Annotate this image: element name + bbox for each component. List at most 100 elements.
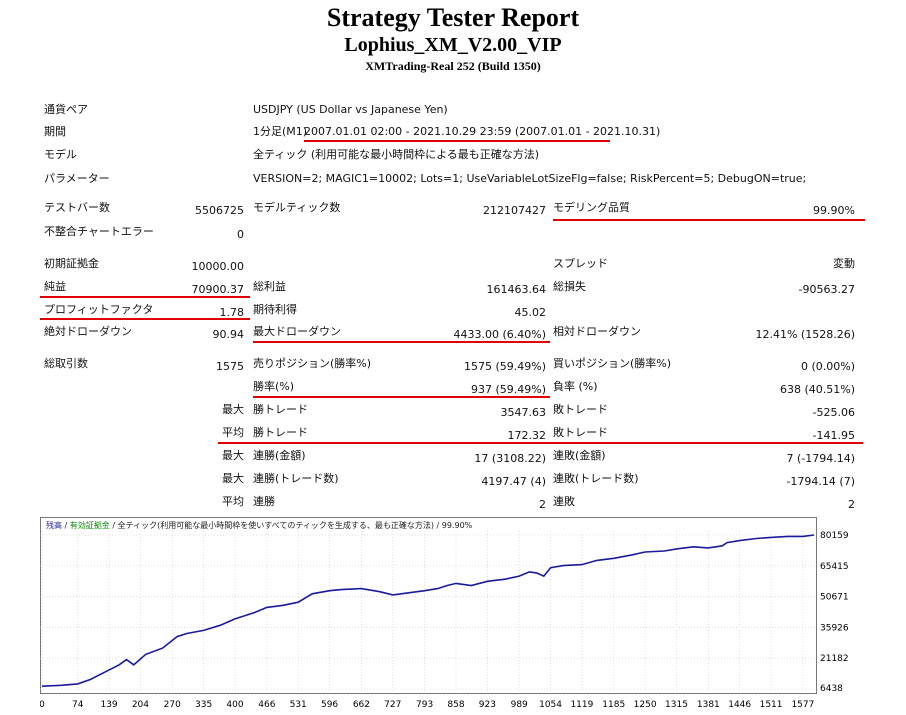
grossprofit-value: 161463.64 — [486, 283, 547, 296]
pf-value: 1.78 — [219, 306, 245, 319]
chart-legend: 残高 / 有効証拠金 / 全ティック(利用可能な最小時間枠を使いすべてのティック… — [46, 520, 473, 530]
bars-label: テストバー数 — [44, 201, 110, 214]
avg-cons-wins-value: 2 — [539, 498, 546, 511]
cons-loss-label: 連敗(トレード数) — [553, 472, 639, 485]
absdd-label: 絶対ドローダウン — [44, 325, 132, 338]
highlight-netprofit — [40, 296, 250, 298]
mismatch-value: 0 — [237, 228, 244, 241]
lossrate-value: 638 (40.51%) — [779, 383, 855, 396]
largest-loss-value: -525.06 — [812, 406, 855, 419]
max-label-3: 最大 — [222, 472, 244, 485]
maxdd-label: 最大ドローダウン — [253, 325, 341, 338]
maxdd-value: 4433.00 (6.40%) — [453, 328, 546, 341]
y-tick-label: 80159 — [820, 531, 849, 541]
pair-value: USDJPY (US Dollar vs Japanese Yen) — [253, 103, 448, 116]
trades-value: 1575 — [216, 360, 244, 373]
cons-profit-value: 4197.47 (4) — [481, 475, 546, 488]
x-tick-label: 1577 — [791, 700, 814, 710]
x-tick-label: 400 — [226, 700, 243, 710]
y-tick-label: 21182 — [820, 654, 849, 664]
legend-equity: 有効証拠金 — [70, 520, 110, 530]
deposit-label: 初期証拠金 — [44, 257, 99, 270]
x-tick-label: 1250 — [634, 700, 657, 710]
period-value: 2007.01.01 02:00 - 2021.10.29 23:59 (200… — [304, 125, 661, 138]
x-tick-label: 74 — [72, 700, 84, 710]
model-value: 全ティック (利用可能な最小時間枠による最も正確な方法) — [253, 148, 540, 161]
ticks-value: 212107427 — [483, 204, 546, 217]
max-label-1: 最大 — [222, 403, 244, 416]
cons-wins-value: 17 (3108.22) — [474, 452, 546, 465]
x-tick-label: 662 — [353, 700, 370, 710]
x-tick-label: 531 — [290, 700, 307, 710]
avg-label-2: 平均 — [222, 495, 244, 508]
cons-losses-value: 7 (-1794.14) — [786, 452, 855, 465]
avg-cons-losses-label: 連敗 — [553, 495, 575, 508]
x-tick-label: 1446 — [728, 700, 751, 710]
avg-loss-value: -141.95 — [812, 429, 855, 442]
legend-sep-3: / — [434, 521, 442, 530]
netprofit-value: 70900.37 — [191, 283, 245, 296]
x-tick-label: 1054 — [539, 700, 562, 710]
highlight-winrate — [253, 396, 550, 398]
x-tick-label: 596 — [321, 700, 338, 710]
legend-sep-1: / — [62, 521, 70, 530]
quality-label: モデリング品質 — [553, 201, 630, 214]
y-tick-label: 35926 — [820, 623, 849, 633]
balance-line — [41, 534, 815, 687]
pair-label: 通貨ペア — [44, 103, 88, 116]
avg-label-1: 平均 — [222, 426, 244, 439]
legend-model: 全ティック(利用可能な最小時間枠を使いすべてのティックを生成する、最も正確な方法… — [118, 520, 434, 530]
short-label: 売りポジション(勝率%) — [253, 357, 372, 370]
period-label: 期間 — [44, 125, 66, 138]
netprofit-label: 純益 — [44, 280, 66, 293]
max-label-2: 最大 — [222, 449, 244, 462]
x-tick-label: 270 — [164, 700, 181, 710]
x-tick-label: 1315 — [665, 700, 688, 710]
period-prefix: 1分足(M1) — [253, 125, 308, 138]
payoff-value: 45.02 — [514, 306, 547, 319]
highlight-maxdd — [253, 341, 550, 343]
x-tick-label: 923 — [479, 700, 496, 710]
reldd-value: 12.41% (1528.26) — [755, 328, 855, 341]
long-label: 買いポジション(勝率%) — [553, 357, 672, 370]
lossrate-label: 負率 (%) — [553, 380, 598, 393]
avg-cons-wins-label: 連勝 — [253, 495, 275, 508]
params-value: VERSION=2; MAGIC1=10002; Lots=1; UseVari… — [253, 172, 807, 185]
deposit-value: 10000.00 — [191, 260, 245, 273]
reldd-label: 相対ドローダウン — [553, 325, 641, 338]
highlight-period — [304, 140, 610, 142]
x-tick-label: 1511 — [760, 700, 783, 710]
winrate-value: 937 (59.49%) — [470, 383, 546, 396]
largest-win-label: 勝トレード — [253, 403, 308, 416]
grossloss-label: 総損失 — [553, 280, 586, 293]
legend-sep-2: / — [110, 521, 118, 530]
report-title: Strategy Tester Report — [326, 3, 580, 32]
server-build: XMTrading-Real 252 (Build 1350) — [365, 59, 541, 73]
expert-name: Lophius_XM_V2.00_VIP — [344, 34, 562, 56]
x-tick-label: 466 — [258, 700, 275, 710]
grossloss-value: -90563.27 — [798, 283, 855, 296]
x-tick-label: 0 — [40, 700, 45, 710]
spread-label: スプレッド — [553, 257, 608, 270]
avg-cons-losses-value: 2 — [848, 498, 855, 511]
x-tick-label: 793 — [416, 700, 433, 710]
cons-loss-value: -1794.14 (7) — [786, 475, 855, 488]
long-value: 0 (0.00%) — [800, 360, 855, 373]
winrate-label: 勝率(%) — [253, 380, 295, 393]
grossprofit-label: 総利益 — [253, 280, 286, 293]
largest-loss-label: 敗トレード — [553, 403, 608, 416]
x-tick-label: 727 — [384, 700, 401, 710]
highlight-pf — [40, 318, 250, 320]
x-tick-label: 204 — [132, 700, 149, 710]
x-tick-label: 858 — [447, 700, 464, 710]
x-tick-label: 139 — [100, 700, 117, 710]
payoff-label: 期待利得 — [253, 303, 297, 316]
trades-label: 総取引数 — [44, 357, 88, 370]
spread-value: 変動 — [833, 257, 855, 270]
x-tick-label: 1119 — [570, 700, 593, 710]
cons-wins-label: 連勝(金額) — [253, 449, 306, 462]
x-tick-label: 1185 — [602, 700, 625, 710]
mismatch-label: 不整合チャートエラー — [44, 225, 154, 238]
y-tick-label: 6438 — [820, 684, 843, 694]
absdd-value: 90.94 — [212, 328, 245, 341]
